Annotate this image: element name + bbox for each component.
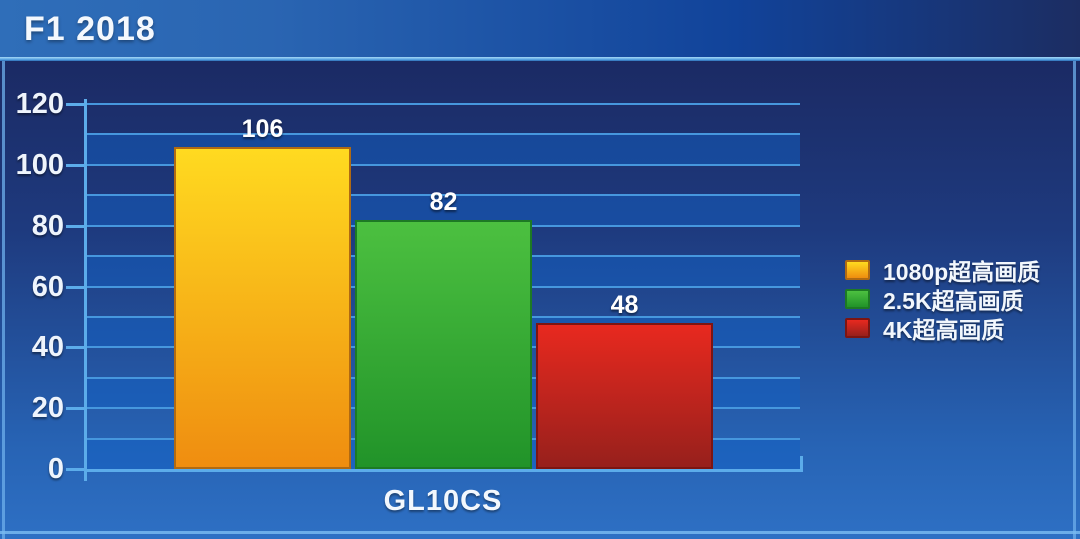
y-tick <box>66 407 85 411</box>
y-tick <box>66 163 85 167</box>
y-tick-label: 0 <box>47 453 64 485</box>
y-tick <box>66 285 85 289</box>
x-category-label: GL10CS <box>383 485 503 517</box>
panel-border-right <box>1073 61 1076 539</box>
legend: 1080p超高画质 2.5K超高画质 4K超高画质 <box>845 255 1041 343</box>
y-tick <box>66 103 85 106</box>
bar-2.5K超高画质: 82 <box>355 188 532 469</box>
legend-item: 1080p超高画质 <box>845 255 1041 285</box>
legend-item: 4K超高画质 <box>845 313 1040 343</box>
gridline <box>86 163 800 166</box>
legend-label: 4K超高画质 <box>883 316 1005 343</box>
legend-color-swatch <box>845 317 870 338</box>
bar-value-label: 106 <box>241 114 284 143</box>
y-axis-line <box>84 99 87 481</box>
gridline <box>86 133 800 136</box>
panel-border-bottom <box>0 531 1080 534</box>
legend-color-swatch <box>845 259 870 280</box>
bar-1080p超高画质: 106 <box>174 115 351 469</box>
bar-4K超高画质: 48 <box>536 291 713 469</box>
chart-title: F1 2018 <box>24 10 156 48</box>
plot-area: 106 82 48 <box>86 103 800 469</box>
y-tick <box>66 346 85 350</box>
y-tick-label: 40 <box>31 331 64 364</box>
header-divider <box>0 57 1080 61</box>
gridline <box>86 103 800 105</box>
x-axis-end-tick <box>800 456 803 470</box>
y-tick-label: 80 <box>31 209 64 242</box>
bar-value-label: 82 <box>429 187 458 216</box>
legend-label: 2.5K超高画质 <box>883 287 1024 314</box>
x-axis-line <box>84 469 803 472</box>
y-tick-label: 100 <box>15 148 64 181</box>
legend-item: 2.5K超高画质 <box>845 284 1040 314</box>
y-tick-label: 20 <box>31 392 64 425</box>
bar-value-label: 48 <box>610 291 639 319</box>
legend-color-swatch <box>845 288 870 309</box>
gridline <box>86 194 800 197</box>
title-bar: F1 2018 <box>0 0 1080 58</box>
y-tick-label: 120 <box>15 88 64 120</box>
panel-border-left <box>2 61 5 539</box>
y-tick <box>66 468 85 471</box>
y-tick <box>66 224 85 228</box>
chart-panel: 106 82 48 GL10CS 1080p超高画质 2.5K超高画质 4K超高画质 0… <box>0 61 1080 539</box>
legend-label: 1080p超高画质 <box>883 258 1041 285</box>
y-tick-label: 60 <box>31 270 64 303</box>
